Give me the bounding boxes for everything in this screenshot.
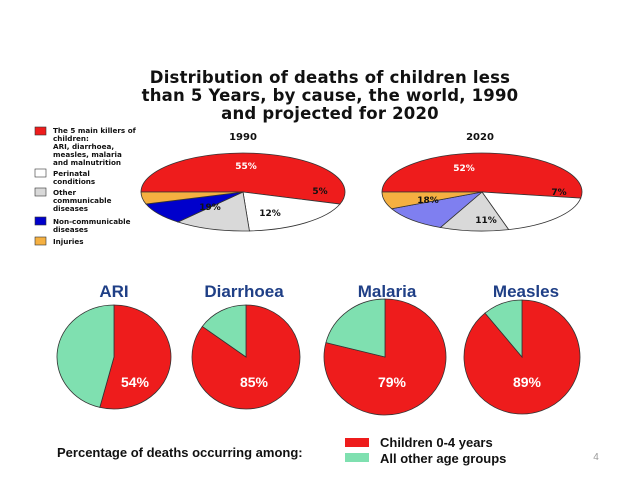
pie-2020-slice-the-5-main-killers-of-children — [381, 152, 583, 199]
pie-2020-slice-perinatal-conditions — [481, 191, 582, 231]
pie-2020-label-injuries: 7% — [551, 188, 566, 198]
age-legend-label-children: Children 0-4 years — [380, 435, 493, 450]
pie-measles — [463, 299, 581, 415]
pie-measles-label: 89% — [513, 374, 542, 390]
cause-legend: The 5 main killers of children: ARI, dia… — [34, 126, 137, 246]
pie-1990-slice-injuries — [140, 191, 244, 205]
age-legend-label-other-ages: All other age groups — [380, 451, 506, 466]
legend-label-non-communicable-1: Non-communicable — [53, 217, 131, 226]
legend-label-other-communicable-1: Other — [53, 188, 77, 197]
pie-ari-title: ARI — [99, 282, 128, 301]
pie-2020-label-main-killers: 52% — [453, 164, 475, 174]
pie-1990 — [140, 152, 346, 232]
pie-2020-slice-other-communicable-diseases — [439, 191, 510, 232]
pie-2020-label-perinatal: 18% — [417, 196, 439, 206]
pie-ari-slice-children-0-4-years — [99, 304, 172, 410]
legend-label-main-killers-1: The 5 main killers of — [53, 126, 137, 135]
pie-malaria-title: Malaria — [358, 282, 417, 301]
legend-label-other-communicable-2: communicable — [53, 196, 112, 205]
legend-label-other-communicable-3: diseases — [53, 204, 88, 213]
pie-diarrhoea — [191, 304, 301, 410]
pie-measles-title: Measles — [493, 282, 559, 301]
legend-label-non-communicable-2: diseases — [53, 225, 88, 234]
pie-diarrhoea-label: 85% — [240, 374, 269, 390]
legend-label-perinatal-2: conditions — [53, 177, 95, 186]
pie-measles-slice-all-other-age-groups — [484, 299, 523, 359]
pie-1990-slice-the-5-main-killers-of-children — [140, 152, 346, 205]
pie-ari — [56, 304, 172, 410]
pie-2020-label-other-communicable: 11% — [475, 216, 497, 226]
legend-label-perinatal-1: Perinatal — [53, 169, 90, 178]
legend-label-injuries: Injuries — [53, 237, 84, 246]
legend-swatch-injuries — [34, 236, 47, 246]
slide-title-line-1: Distribution of deaths of children less — [150, 68, 510, 87]
legend-swatch-main-killers — [34, 126, 47, 136]
age-legend-swatch-children — [345, 438, 369, 447]
pie-diarrhoea-slice-all-other-age-groups — [201, 304, 247, 358]
pie-1990-title: 1990 — [229, 132, 257, 143]
pie-1990-label-non-communicable: 9% — [288, 199, 303, 209]
pie-1990-label-main-killers: 55% — [235, 162, 257, 172]
legend-swatch-other-communicable — [34, 187, 47, 197]
age-legend-intro: Percentage of deaths occurring among: — [57, 445, 303, 460]
pie-malaria-slice-all-other-age-groups — [325, 298, 386, 358]
pie-2020-slice-non-communicable-diseases — [390, 191, 484, 228]
slide-title-line-2: than 5 Years, by cause, the world, 1990 — [142, 86, 519, 105]
legend-swatch-non-communicable — [34, 216, 47, 226]
legend-label-main-killers-3: ARI, diarrhoea, — [53, 142, 114, 151]
pie-malaria-label: 79% — [378, 374, 407, 390]
legend-label-main-killers-4: measles, malaria — [53, 150, 122, 159]
pie-1990-label-perinatal: 19% — [199, 203, 221, 213]
age-legend-swatch-other-ages — [345, 453, 369, 462]
pie-2020-label-non-communicable: 11% — [518, 207, 540, 217]
pie-2020-slice-injuries — [381, 191, 483, 210]
pie-diarrhoea-title: Diarrhoea — [204, 282, 284, 301]
pie-ari-label: 54% — [121, 374, 150, 390]
pie-1990-label-other-communicable: 12% — [259, 209, 281, 219]
pie-1990-slice-other-communicable-diseases — [176, 191, 250, 232]
legend-label-main-killers-2: children: — [53, 134, 89, 143]
pie-2020-title: 2020 — [466, 132, 494, 143]
legend-swatch-perinatal — [34, 168, 47, 178]
legend-label-main-killers-5: and malnutrition — [53, 158, 121, 167]
pie-malaria — [323, 298, 447, 416]
pie-1990-slice-perinatal-conditions — [242, 191, 341, 232]
pie-ari-slice-all-other-age-groups — [56, 304, 115, 408]
slide-title-line-3: and projected for 2020 — [221, 104, 439, 123]
pie-2020 — [381, 152, 583, 232]
page-number: 4 — [593, 452, 599, 463]
pie-1990-label-injuries: 5% — [312, 187, 327, 197]
